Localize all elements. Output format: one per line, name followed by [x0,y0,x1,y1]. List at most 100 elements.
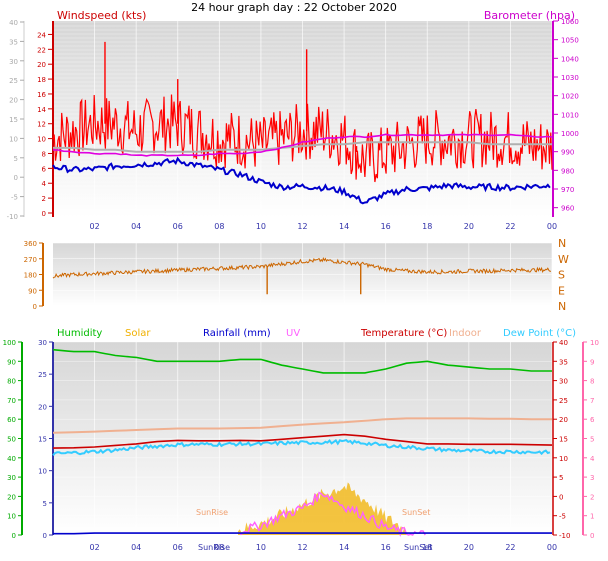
barometer-axis-label: Barometer (hpa) [484,9,575,22]
compass-tick-label: W [558,253,569,266]
uv-tick-label: 2 [590,493,594,501]
uv-tick-label: 1 [590,513,594,521]
humidity-tick-label: 60 [7,416,16,424]
x-tick-label: 14 [339,222,349,231]
x-tick-label: 06 [173,222,183,231]
windspeed-axis-label: Windspeed (kts) [57,9,146,22]
x-tick-label: 20 [464,222,474,231]
direction-tick-label: 90 [28,287,37,295]
windspeed-tick-label: 18 [37,76,46,84]
legend-uv: UV [286,328,300,339]
temperature-tick-label: 20 [559,416,568,424]
outer-left-tick-label: 5 [14,155,18,163]
outer-left-tick-label: -10 [7,213,18,221]
average-wind-series [52,156,551,205]
sunrise-axis-label: SunRise [198,543,230,552]
legend-temperature: Temperature (°C) [360,328,447,339]
uv-tick-label: 7 [590,397,594,405]
direction-tick-label: 360 [24,240,37,248]
windspeed-tick-label: 20 [37,61,46,69]
barometer-tick-label: 980 [561,167,574,175]
humidity-tick-label: 40 [7,455,16,463]
left-tick-label: 30 [38,339,47,347]
left-tick-label: 25 [38,371,47,379]
humidity-tick-label: 50 [7,436,16,444]
humidity-series [52,348,552,374]
x-tick-label: 06 [173,543,183,552]
x-tick-label: 00 [547,222,557,231]
uv-tick-label: 9 [590,358,594,366]
outer-left-tick-label: 0 [14,174,18,182]
barometer-tick-label: 1060 [561,18,579,26]
x-tick-label: 18 [422,543,432,552]
compass-tick-label: N [558,300,566,313]
windspeed-tick-label: 2 [42,195,46,203]
legend-indoor: Indoor [449,328,482,339]
uv-series [239,491,426,538]
temperature-tick-label: 35 [559,358,568,366]
wind-direction-series [52,256,551,279]
barometer-tick-label: 1040 [561,55,579,63]
humidity-tick-label: 0 [12,532,16,540]
legend-solar: Solar [125,328,151,339]
temperature-series [52,433,553,449]
sunrise-label: SunRise [196,508,228,517]
wind-barometer-panel: Windspeed (kts) Barometer (hpa) 02 04 06 08… [7,9,579,231]
uv-tick-label: 10 [590,339,599,347]
windspeed-tick-label: 0 [42,210,46,218]
barometer-tick-label: 990 [561,149,574,157]
x-tick-label: 10 [256,543,266,552]
temperature-tick-label: 40 [559,339,568,347]
x-tick-label: 00 [547,543,557,552]
uv-tick-label: 4 [590,455,595,463]
left-tick-label: 0 [43,532,47,540]
uv-tick-label: 0 [590,532,594,540]
left-tick-label: 10 [38,468,47,476]
legend-rainfall: Rainfall (mm) [203,328,271,339]
humidity-tick-label: 20 [7,493,16,501]
temp-humidity-panel: Humidity Solar Rainfall (mm) UV Temperature … [3,328,599,552]
x-tick-label: 10 [256,222,266,231]
dew-point-series [52,438,551,456]
barometer-tick-label: 960 [561,205,574,213]
x-tick-label: 18 [422,222,432,231]
uv-tick-label: 6 [590,416,595,424]
windspeed-tick-label: 16 [37,91,46,99]
barometer-tick-label: 1010 [561,111,579,119]
humidity-tick-label: 70 [7,397,16,405]
rainfall-series [53,532,552,535]
outer-left-tick-label: 25 [9,77,18,85]
uv-tick-label: 3 [590,474,594,482]
windspeed-tick-label: 8 [42,150,46,158]
windspeed-tick-label: 24 [37,31,46,39]
barometer-series [52,133,553,157]
outer-left-tick-label: 35 [9,38,18,46]
temperature-tick-label: 10 [559,455,568,463]
humidity-tick-label: 10 [7,513,16,521]
uv-tick-label: 5 [590,436,594,444]
direction-tick-label: 270 [24,256,37,264]
windspeed-tick-label: 14 [37,106,46,114]
windspeed-tick-label: 4 [42,180,47,188]
compass-tick-label: N [558,237,566,250]
x-tick-label: 04 [131,222,141,231]
windspeed-tick-label: 6 [42,165,47,173]
uv-tick-label: 8 [590,378,594,386]
windspeed-series [52,94,553,183]
barometer-tick-label: 1050 [561,37,579,45]
windspeed-tick-label: 12 [37,121,46,129]
humidity-tick-label: 30 [7,474,16,482]
barometer-average-series [53,141,552,153]
barometer-tick-label: 1020 [561,93,579,101]
left-tick-label: 20 [38,403,47,411]
x-tick-label: 14 [339,543,349,552]
x-tick-label: 22 [505,222,515,231]
temperature-tick-label: 15 [559,436,568,444]
x-tick-label: 22 [505,543,515,552]
solar-series [238,482,407,535]
page-title: 24 hour graph day : 22 October 2020 [191,1,397,14]
compass-tick-label: S [558,269,565,282]
direction-tick-label: 0 [33,303,37,311]
temperature-tick-label: 0 [559,493,563,501]
